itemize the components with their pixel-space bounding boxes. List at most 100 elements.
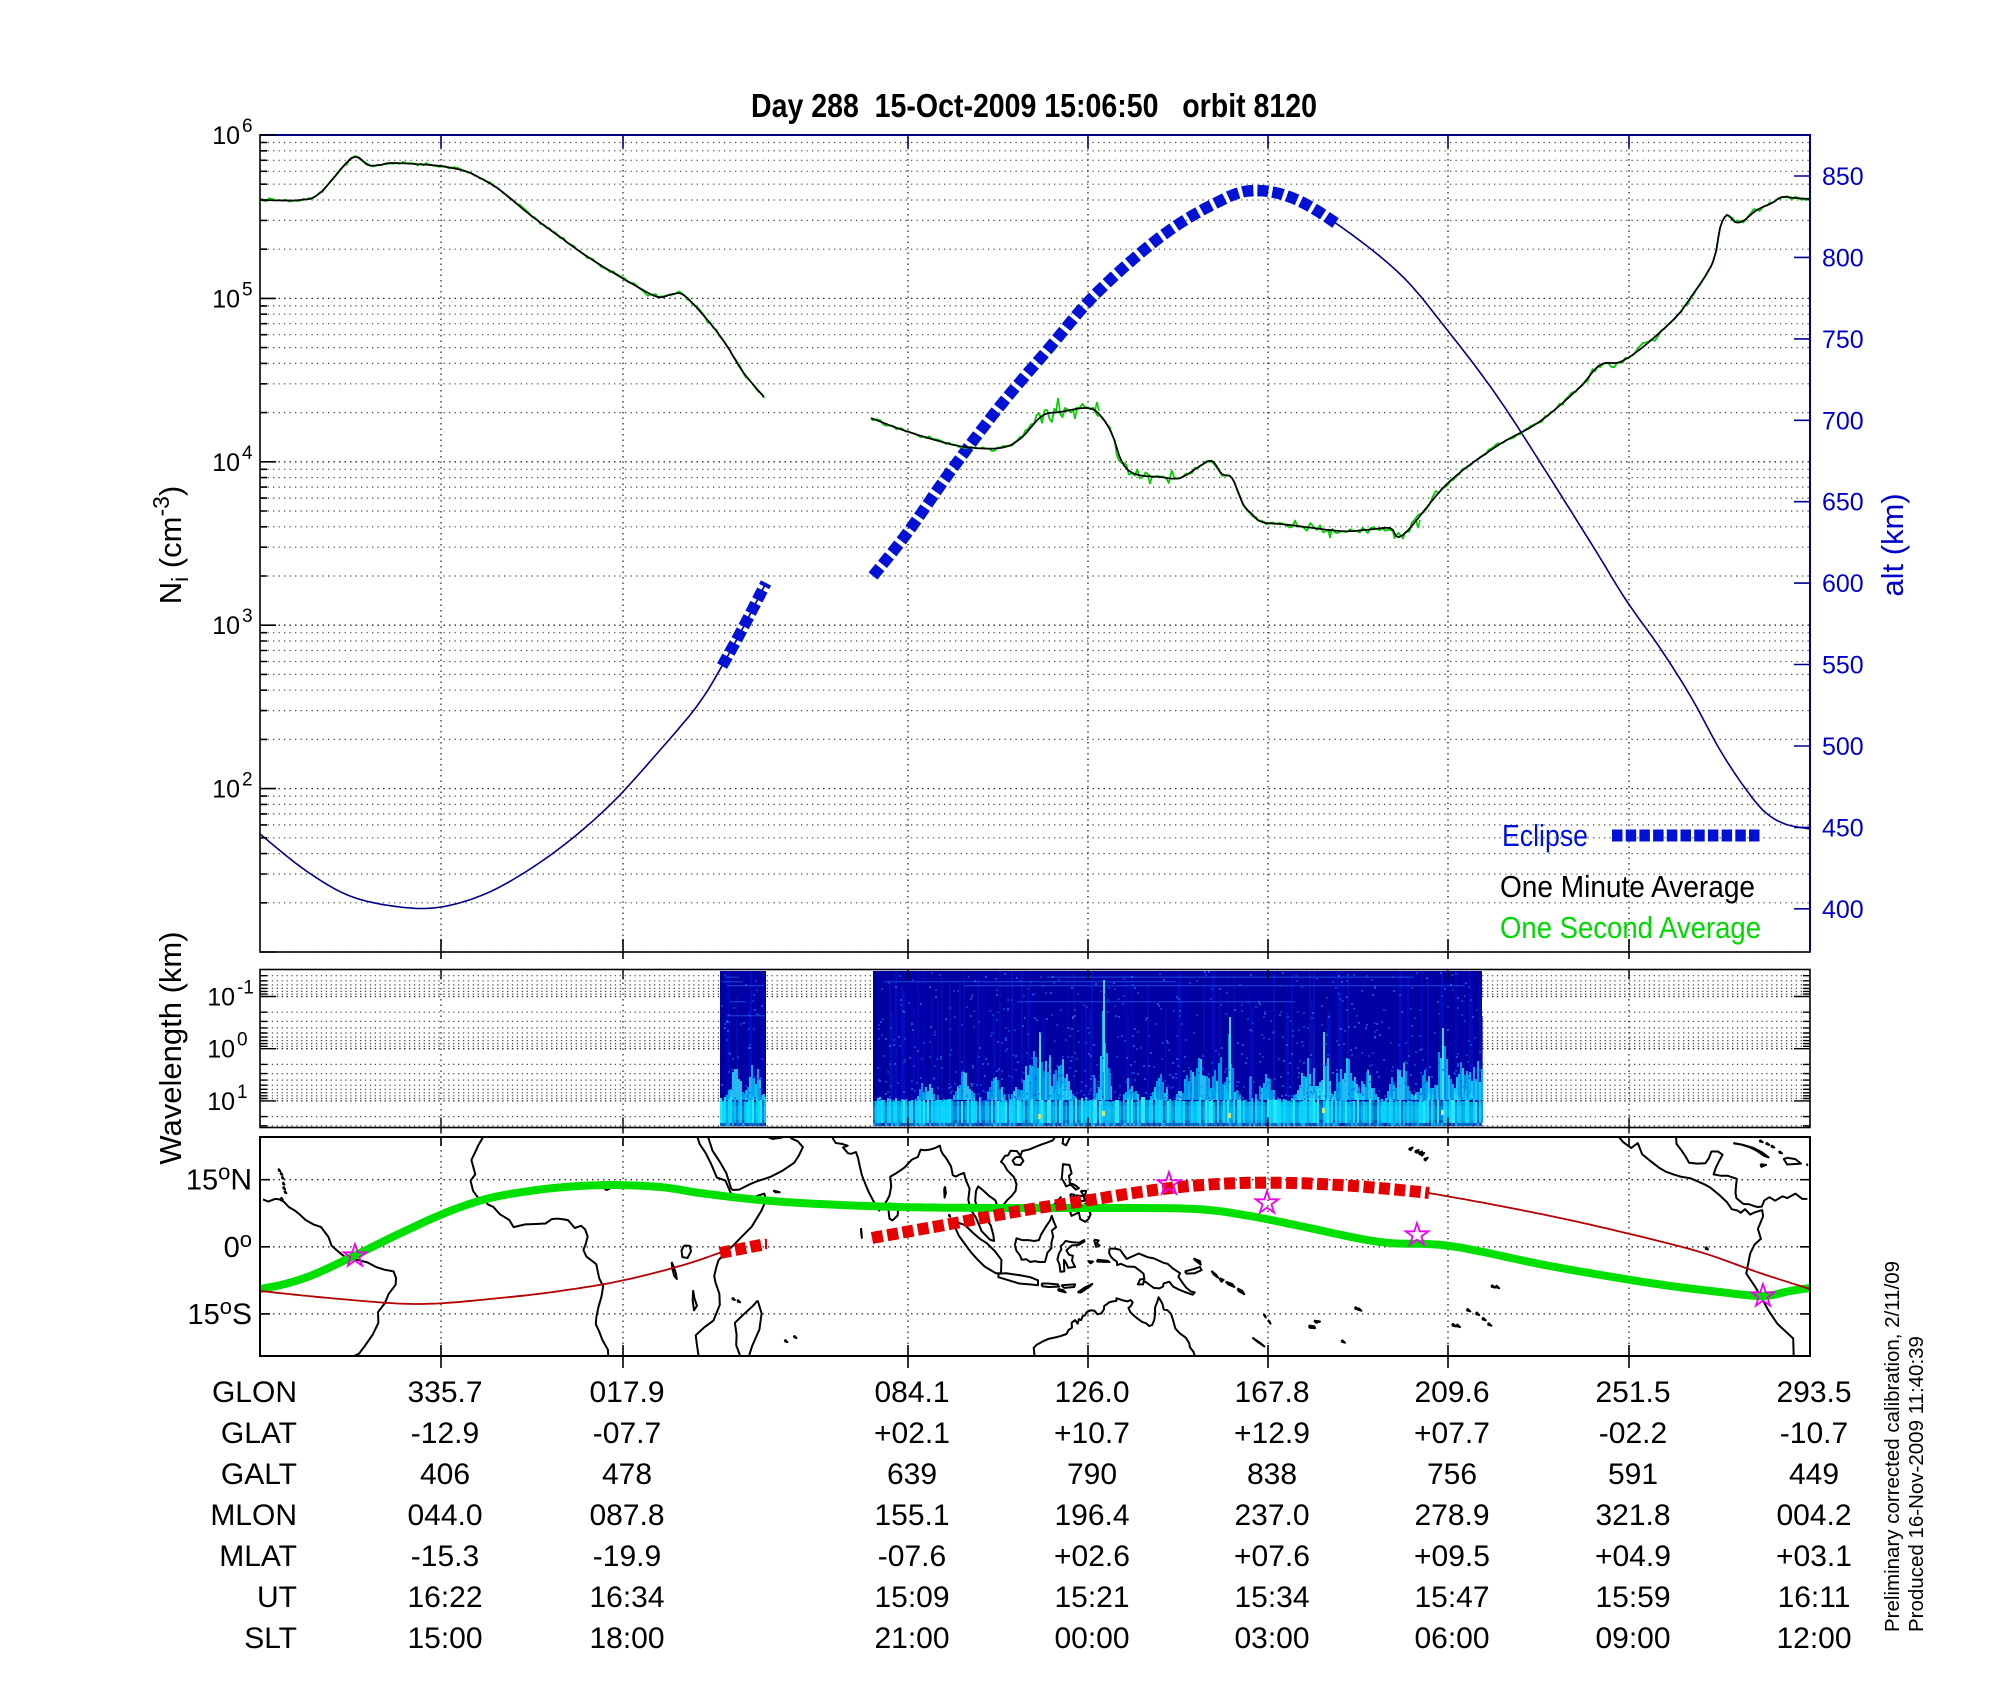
svg-text:10: 10 xyxy=(212,612,240,640)
svg-text:126.0: 126.0 xyxy=(1054,1376,1129,1409)
svg-text:335.7: 335.7 xyxy=(407,1376,482,1409)
svg-text:alt (km): alt (km) xyxy=(1875,493,1910,596)
svg-text:450: 450 xyxy=(1822,814,1864,842)
svg-text:10: 10 xyxy=(212,122,240,150)
svg-text:550: 550 xyxy=(1822,652,1864,680)
svg-text:4: 4 xyxy=(242,443,253,464)
svg-text:084.1: 084.1 xyxy=(874,1376,949,1409)
svg-text:1: 1 xyxy=(237,1082,248,1103)
svg-text:044.0: 044.0 xyxy=(407,1499,482,1532)
svg-text:03:00: 03:00 xyxy=(1234,1622,1309,1655)
svg-text:237.0: 237.0 xyxy=(1234,1499,1309,1532)
svg-text:639: 639 xyxy=(887,1458,937,1491)
svg-text:15:09: 15:09 xyxy=(874,1581,949,1614)
svg-text:-15.3: -15.3 xyxy=(411,1540,479,1573)
svg-text:+02.6: +02.6 xyxy=(1054,1540,1130,1573)
svg-text:478: 478 xyxy=(602,1458,652,1491)
svg-text:406: 406 xyxy=(420,1458,470,1491)
svg-text:251.5: 251.5 xyxy=(1595,1376,1670,1409)
svg-text:004.2: 004.2 xyxy=(1776,1499,1851,1532)
svg-text:10: 10 xyxy=(212,285,240,313)
svg-text:+02.1: +02.1 xyxy=(874,1417,950,1450)
svg-text:209.6: 209.6 xyxy=(1414,1376,1489,1409)
svg-text:293.5: 293.5 xyxy=(1776,1376,1851,1409)
svg-text:-07.6: -07.6 xyxy=(878,1540,946,1573)
svg-text:SLT: SLT xyxy=(244,1622,297,1655)
svg-text:155.1: 155.1 xyxy=(874,1499,949,1532)
svg-text:591: 591 xyxy=(1608,1458,1658,1491)
svg-text:017.9: 017.9 xyxy=(589,1376,664,1409)
svg-text:MLAT: MLAT xyxy=(219,1540,297,1573)
svg-text:-19.9: -19.9 xyxy=(593,1540,661,1573)
svg-text:+04.9: +04.9 xyxy=(1595,1540,1671,1573)
svg-text:21:00: 21:00 xyxy=(874,1622,949,1655)
svg-text:16:34: 16:34 xyxy=(589,1581,664,1614)
svg-text:790: 790 xyxy=(1067,1458,1117,1491)
svg-text:16:11: 16:11 xyxy=(1778,1581,1851,1614)
svg-text:750: 750 xyxy=(1822,326,1864,354)
svg-text:12:00: 12:00 xyxy=(1776,1622,1851,1655)
svg-text:10: 10 xyxy=(212,449,240,477)
svg-text:-12.9: -12.9 xyxy=(411,1417,479,1450)
svg-text:Wavelength (km): Wavelength (km) xyxy=(153,931,188,1164)
svg-text:06:00: 06:00 xyxy=(1414,1622,1489,1655)
svg-text:15:34: 15:34 xyxy=(1234,1581,1309,1614)
svg-text:UT: UT xyxy=(257,1581,297,1614)
svg-text:Eclipse: Eclipse xyxy=(1502,818,1588,853)
svg-text:10: 10 xyxy=(207,984,235,1012)
svg-text:2: 2 xyxy=(242,770,253,791)
svg-text:18:00: 18:00 xyxy=(589,1622,664,1655)
svg-text:+03.1: +03.1 xyxy=(1776,1540,1852,1573)
svg-text:15oN: 15oN xyxy=(186,1160,252,1197)
svg-text:-1: -1 xyxy=(237,978,254,999)
svg-text:-02.2: -02.2 xyxy=(1599,1417,1667,1450)
svg-text:321.8: 321.8 xyxy=(1595,1499,1670,1532)
svg-text:Preliminary corrected calibrat: Preliminary corrected calibration, 2/11/… xyxy=(1881,1261,1904,1632)
svg-text:One Minute Average: One Minute Average xyxy=(1500,869,1755,904)
svg-text:-07.7: -07.7 xyxy=(593,1417,661,1450)
svg-text:500: 500 xyxy=(1822,733,1864,761)
svg-text:15:00: 15:00 xyxy=(407,1622,482,1655)
svg-text:600: 600 xyxy=(1822,570,1864,598)
svg-text:GLAT: GLAT xyxy=(221,1417,297,1450)
svg-text:+12.9: +12.9 xyxy=(1234,1417,1310,1450)
svg-text:One Second Average: One Second Average xyxy=(1500,910,1761,945)
svg-text:167.8: 167.8 xyxy=(1234,1376,1309,1409)
svg-text:278.9: 278.9 xyxy=(1414,1499,1489,1532)
svg-text:15:59: 15:59 xyxy=(1595,1581,1670,1614)
svg-text:Produced 16-Nov-2009 11:40:39: Produced 16-Nov-2009 11:40:39 xyxy=(1905,1336,1928,1632)
svg-text:850: 850 xyxy=(1822,163,1864,191)
svg-text:GALT: GALT xyxy=(221,1458,297,1491)
svg-text:09:00: 09:00 xyxy=(1595,1622,1670,1655)
svg-text:838: 838 xyxy=(1247,1458,1297,1491)
svg-text:3: 3 xyxy=(242,606,253,627)
svg-text:+09.5: +09.5 xyxy=(1414,1540,1490,1573)
svg-text:00:00: 00:00 xyxy=(1054,1622,1129,1655)
svg-text:650: 650 xyxy=(1822,489,1864,517)
svg-text:5: 5 xyxy=(242,279,253,300)
svg-text:449: 449 xyxy=(1789,1458,1839,1491)
svg-text:+07.7: +07.7 xyxy=(1414,1417,1490,1450)
svg-text:-10.7: -10.7 xyxy=(1780,1417,1848,1450)
svg-text:15:47: 15:47 xyxy=(1414,1581,1489,1614)
svg-text:Day 288 15-Oct-2009 15:06:50: Day 288 15-Oct-2009 15:06:50 orbit 8120 xyxy=(751,87,1317,124)
svg-text:700: 700 xyxy=(1822,407,1864,435)
svg-text:800: 800 xyxy=(1822,244,1864,272)
svg-text:6: 6 xyxy=(242,116,253,137)
svg-text:+07.6: +07.6 xyxy=(1234,1540,1310,1573)
svg-text:756: 756 xyxy=(1427,1458,1477,1491)
svg-text:0o: 0o xyxy=(224,1227,252,1264)
svg-text:10: 10 xyxy=(207,1088,235,1116)
svg-text:10: 10 xyxy=(212,776,240,804)
svg-text:MLON: MLON xyxy=(210,1499,297,1532)
svg-text:15:21: 15:21 xyxy=(1054,1581,1129,1614)
svg-text:196.4: 196.4 xyxy=(1054,1499,1129,1532)
svg-text:+10.7: +10.7 xyxy=(1054,1417,1130,1450)
svg-text:0: 0 xyxy=(237,1030,248,1051)
svg-text:10: 10 xyxy=(207,1036,235,1064)
svg-text:Ni (cm-3): Ni (cm-3) xyxy=(148,486,193,605)
svg-text:16:22: 16:22 xyxy=(407,1581,482,1614)
svg-text:087.8: 087.8 xyxy=(589,1499,664,1532)
svg-text:GLON: GLON xyxy=(212,1376,297,1409)
svg-text:400: 400 xyxy=(1822,896,1864,924)
